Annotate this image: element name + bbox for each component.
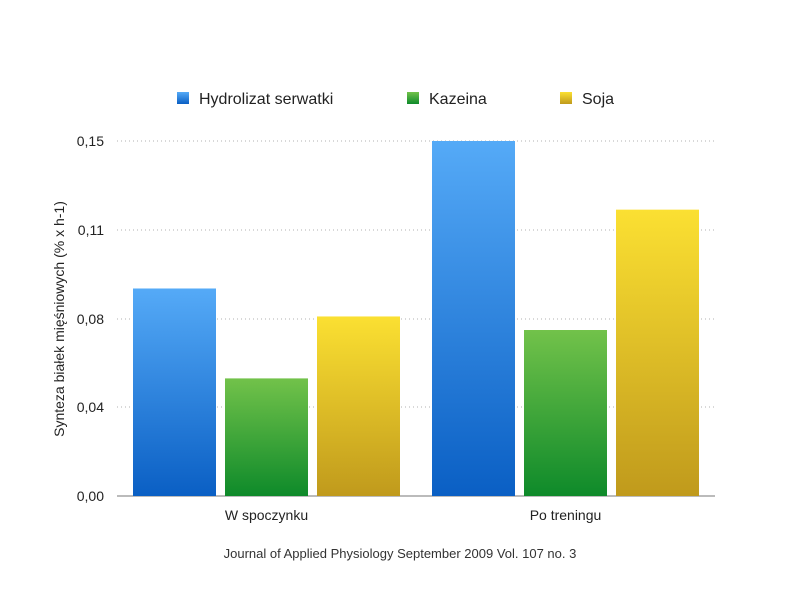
- legend-swatch: [560, 92, 572, 104]
- y-tick-labels: 0,00 0,04 0,08 0,11 0,15: [77, 133, 104, 504]
- bar-hydrolizat-serwatki-1: [133, 288, 216, 496]
- category-labels: W spoczynku Po treningu: [225, 507, 601, 523]
- bar-kazeina-2: [524, 330, 607, 496]
- gridlines: [117, 140, 715, 497]
- bar-soja-2: [616, 209, 699, 496]
- bar-soja-1: [317, 316, 400, 496]
- y-tick-label: 0,08: [77, 311, 104, 327]
- category-label: W spoczynku: [225, 507, 308, 523]
- legend-entry: Soja: [582, 91, 614, 108]
- legend: Hydrolizat serwatki Kazeina Soja: [177, 91, 614, 108]
- y-axis-label: Synteza białek mięśniowych (% x h-1): [51, 201, 67, 437]
- legend-entry: Hydrolizat serwatki: [199, 91, 333, 108]
- y-tick-label: 0,11: [78, 222, 104, 238]
- category-label: Po treningu: [530, 507, 602, 523]
- y-tick-label: 0,04: [77, 399, 104, 415]
- bar-hydrolizat-serwatki-2: [432, 141, 515, 496]
- y-tick-label: 0,15: [77, 133, 104, 149]
- bars: [133, 141, 699, 496]
- legend-entry: Kazeina: [429, 91, 487, 108]
- bar-kazeina-1: [225, 378, 308, 496]
- source-caption: Journal of Applied Physiology September …: [224, 546, 577, 561]
- legend-swatch: [407, 92, 419, 104]
- y-tick-label: 0,00: [77, 488, 104, 504]
- legend-swatch: [177, 92, 189, 104]
